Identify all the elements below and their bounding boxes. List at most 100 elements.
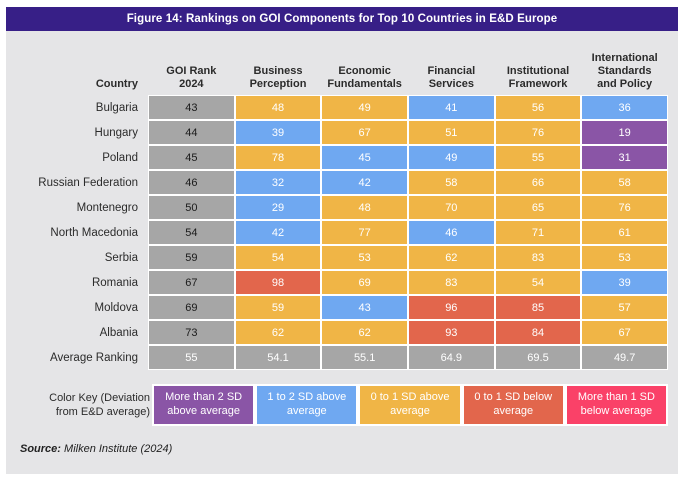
- source-value: Milken Institute (2024): [64, 443, 173, 455]
- component-score-cell: 54: [494, 270, 582, 295]
- source-label: Source:: [20, 443, 61, 455]
- table-header-row: Country GOI Rank 2024 Business Perceptio…: [12, 37, 668, 95]
- component-score-cell: 85: [494, 295, 582, 320]
- component-score-cell: 77: [321, 220, 408, 245]
- color-key: Color Key (Deviation from E&D average) M…: [12, 384, 669, 426]
- component-score-cell: 57: [581, 295, 668, 320]
- component-score-cell: 83: [494, 245, 582, 270]
- goi-rank-cell: 73: [148, 320, 235, 345]
- component-score-cell: 36: [581, 95, 668, 120]
- component-score-cell: 65: [494, 195, 582, 220]
- goi-rank-cell: 55: [148, 345, 235, 370]
- country-label: Romania: [91, 276, 138, 289]
- table-row: Poland 45 78 45 49 55 31: [12, 145, 668, 170]
- goi-rank-cell: 54: [148, 220, 235, 245]
- component-score-cell: 61: [581, 220, 668, 245]
- goi-rank-cell: 45: [148, 145, 235, 170]
- component-score-cell: 59: [234, 295, 322, 320]
- table-row: North Macedonia 54 42 77 46 71 61: [12, 220, 668, 245]
- goi-rank-cell: 46: [148, 170, 235, 195]
- component-score-cell: 19: [581, 120, 668, 145]
- country-label: North Macedonia: [50, 226, 138, 239]
- color-key-chip-sd0to1_above: 0 to 1 SD above average: [358, 384, 462, 426]
- component-score-cell: 42: [321, 170, 408, 195]
- component-score-cell: 67: [581, 320, 668, 345]
- component-score-cell: 46: [407, 220, 495, 245]
- component-score-cell: 48: [321, 195, 408, 220]
- country-label: Bulgaria: [95, 101, 138, 114]
- component-score-cell: 69.5: [494, 345, 582, 370]
- country-label: Serbia: [104, 251, 138, 264]
- column-header-goi-rank: GOI Rank 2024: [166, 65, 217, 91]
- component-score-cell: 55.1: [321, 345, 408, 370]
- country-label: Russian Federation: [38, 176, 138, 189]
- component-score-cell: 51: [407, 120, 495, 145]
- component-score-cell: 31: [581, 145, 668, 170]
- figure-title: Figure 14: Rankings on GOI Components fo…: [126, 13, 558, 25]
- content-area: Country GOI Rank 2024 Business Perceptio…: [6, 31, 678, 474]
- table-row: Serbia 59 54 53 62 83 53: [12, 245, 668, 270]
- component-score-cell: 53: [321, 245, 408, 270]
- column-header-economic-fundamentals: Economic Fundamentals: [327, 65, 402, 91]
- table-row: Russian Federation 46 32 42 58 66 58: [12, 170, 668, 195]
- goi-rank-cell: 43: [148, 95, 235, 120]
- component-score-cell: 58: [407, 170, 495, 195]
- component-score-cell: 48: [234, 95, 322, 120]
- color-key-chips: More than 2 SD above average 1 to 2 SD ab…: [152, 384, 669, 426]
- component-score-cell: 54.1: [234, 345, 322, 370]
- color-key-chip-sd0to1_below: 0 to 1 SD below average: [461, 384, 565, 426]
- table-row: Average Ranking 55 54.1 55.1 64.9 69.5 49.7: [12, 345, 668, 370]
- component-score-cell: 56: [494, 95, 582, 120]
- component-score-cell: 66: [494, 170, 582, 195]
- column-header-financial-services: Financial Services: [427, 65, 476, 91]
- component-score-cell: 39: [234, 120, 322, 145]
- component-score-cell: 43: [321, 295, 408, 320]
- component-score-cell: 76: [581, 195, 668, 220]
- component-score-cell: 76: [494, 120, 582, 145]
- component-score-cell: 49: [321, 95, 408, 120]
- goi-rank-cell: 67: [148, 270, 235, 295]
- component-score-cell: 45: [321, 145, 408, 170]
- component-score-cell: 32: [234, 170, 322, 195]
- figure-title-bar: Figure 14: Rankings on GOI Components fo…: [6, 7, 678, 31]
- component-score-cell: 53: [581, 245, 668, 270]
- component-score-cell: 83: [407, 270, 495, 295]
- component-score-cell: 96: [407, 295, 495, 320]
- column-header-international-standards: International Standards and Policy: [591, 52, 658, 91]
- component-score-cell: 98: [234, 270, 322, 295]
- component-score-cell: 49: [407, 145, 495, 170]
- column-header-country: Country: [95, 78, 138, 91]
- table-rows: Bulgaria 43 48 49 41 56 36 Hungary 44 39 67 51 76 19 P…: [12, 95, 670, 370]
- component-score-cell: 84: [494, 320, 582, 345]
- country-label: Moldova: [94, 301, 138, 314]
- component-score-cell: 39: [581, 270, 668, 295]
- country-label: Average Ranking: [49, 351, 138, 364]
- component-score-cell: 55: [494, 145, 582, 170]
- goi-rank-cell: 69: [148, 295, 235, 320]
- source-note: Source: Milken Institute (2024): [12, 443, 670, 455]
- goi-rank-cell: 50: [148, 195, 235, 220]
- component-score-cell: 71: [494, 220, 582, 245]
- goi-rank-cell: 44: [148, 120, 235, 145]
- component-score-cell: 29: [234, 195, 322, 220]
- goi-rank-cell: 59: [148, 245, 235, 270]
- table-row: Romania 67 98 69 83 54 39: [12, 270, 668, 295]
- country-label: Montenegro: [76, 201, 138, 214]
- table-row: Hungary 44 39 67 51 76 19: [12, 120, 668, 145]
- table-row: Bulgaria 43 48 49 41 56 36: [12, 95, 668, 120]
- color-key-label: Color Key (Deviation from E&D average): [49, 391, 150, 418]
- column-header-institutional-framework: Institutional Framework: [506, 65, 570, 91]
- component-score-cell: 67: [321, 120, 408, 145]
- table-row: Montenegro 50 29 48 70 65 76: [12, 195, 668, 220]
- table-row: Moldova 69 59 43 96 85 57: [12, 295, 668, 320]
- component-score-cell: 62: [234, 320, 322, 345]
- table-row: Albania 73 62 62 93 84 67: [12, 320, 668, 345]
- color-key-chip-sd1to2_above: 1 to 2 SD above average: [255, 384, 359, 426]
- component-score-cell: 58: [581, 170, 668, 195]
- color-key-chip-sd2plus_above: More than 2 SD above average: [152, 384, 256, 426]
- component-score-cell: 41: [407, 95, 495, 120]
- country-label: Albania: [99, 326, 138, 339]
- country-label: Hungary: [94, 126, 138, 139]
- component-score-cell: 42: [234, 220, 322, 245]
